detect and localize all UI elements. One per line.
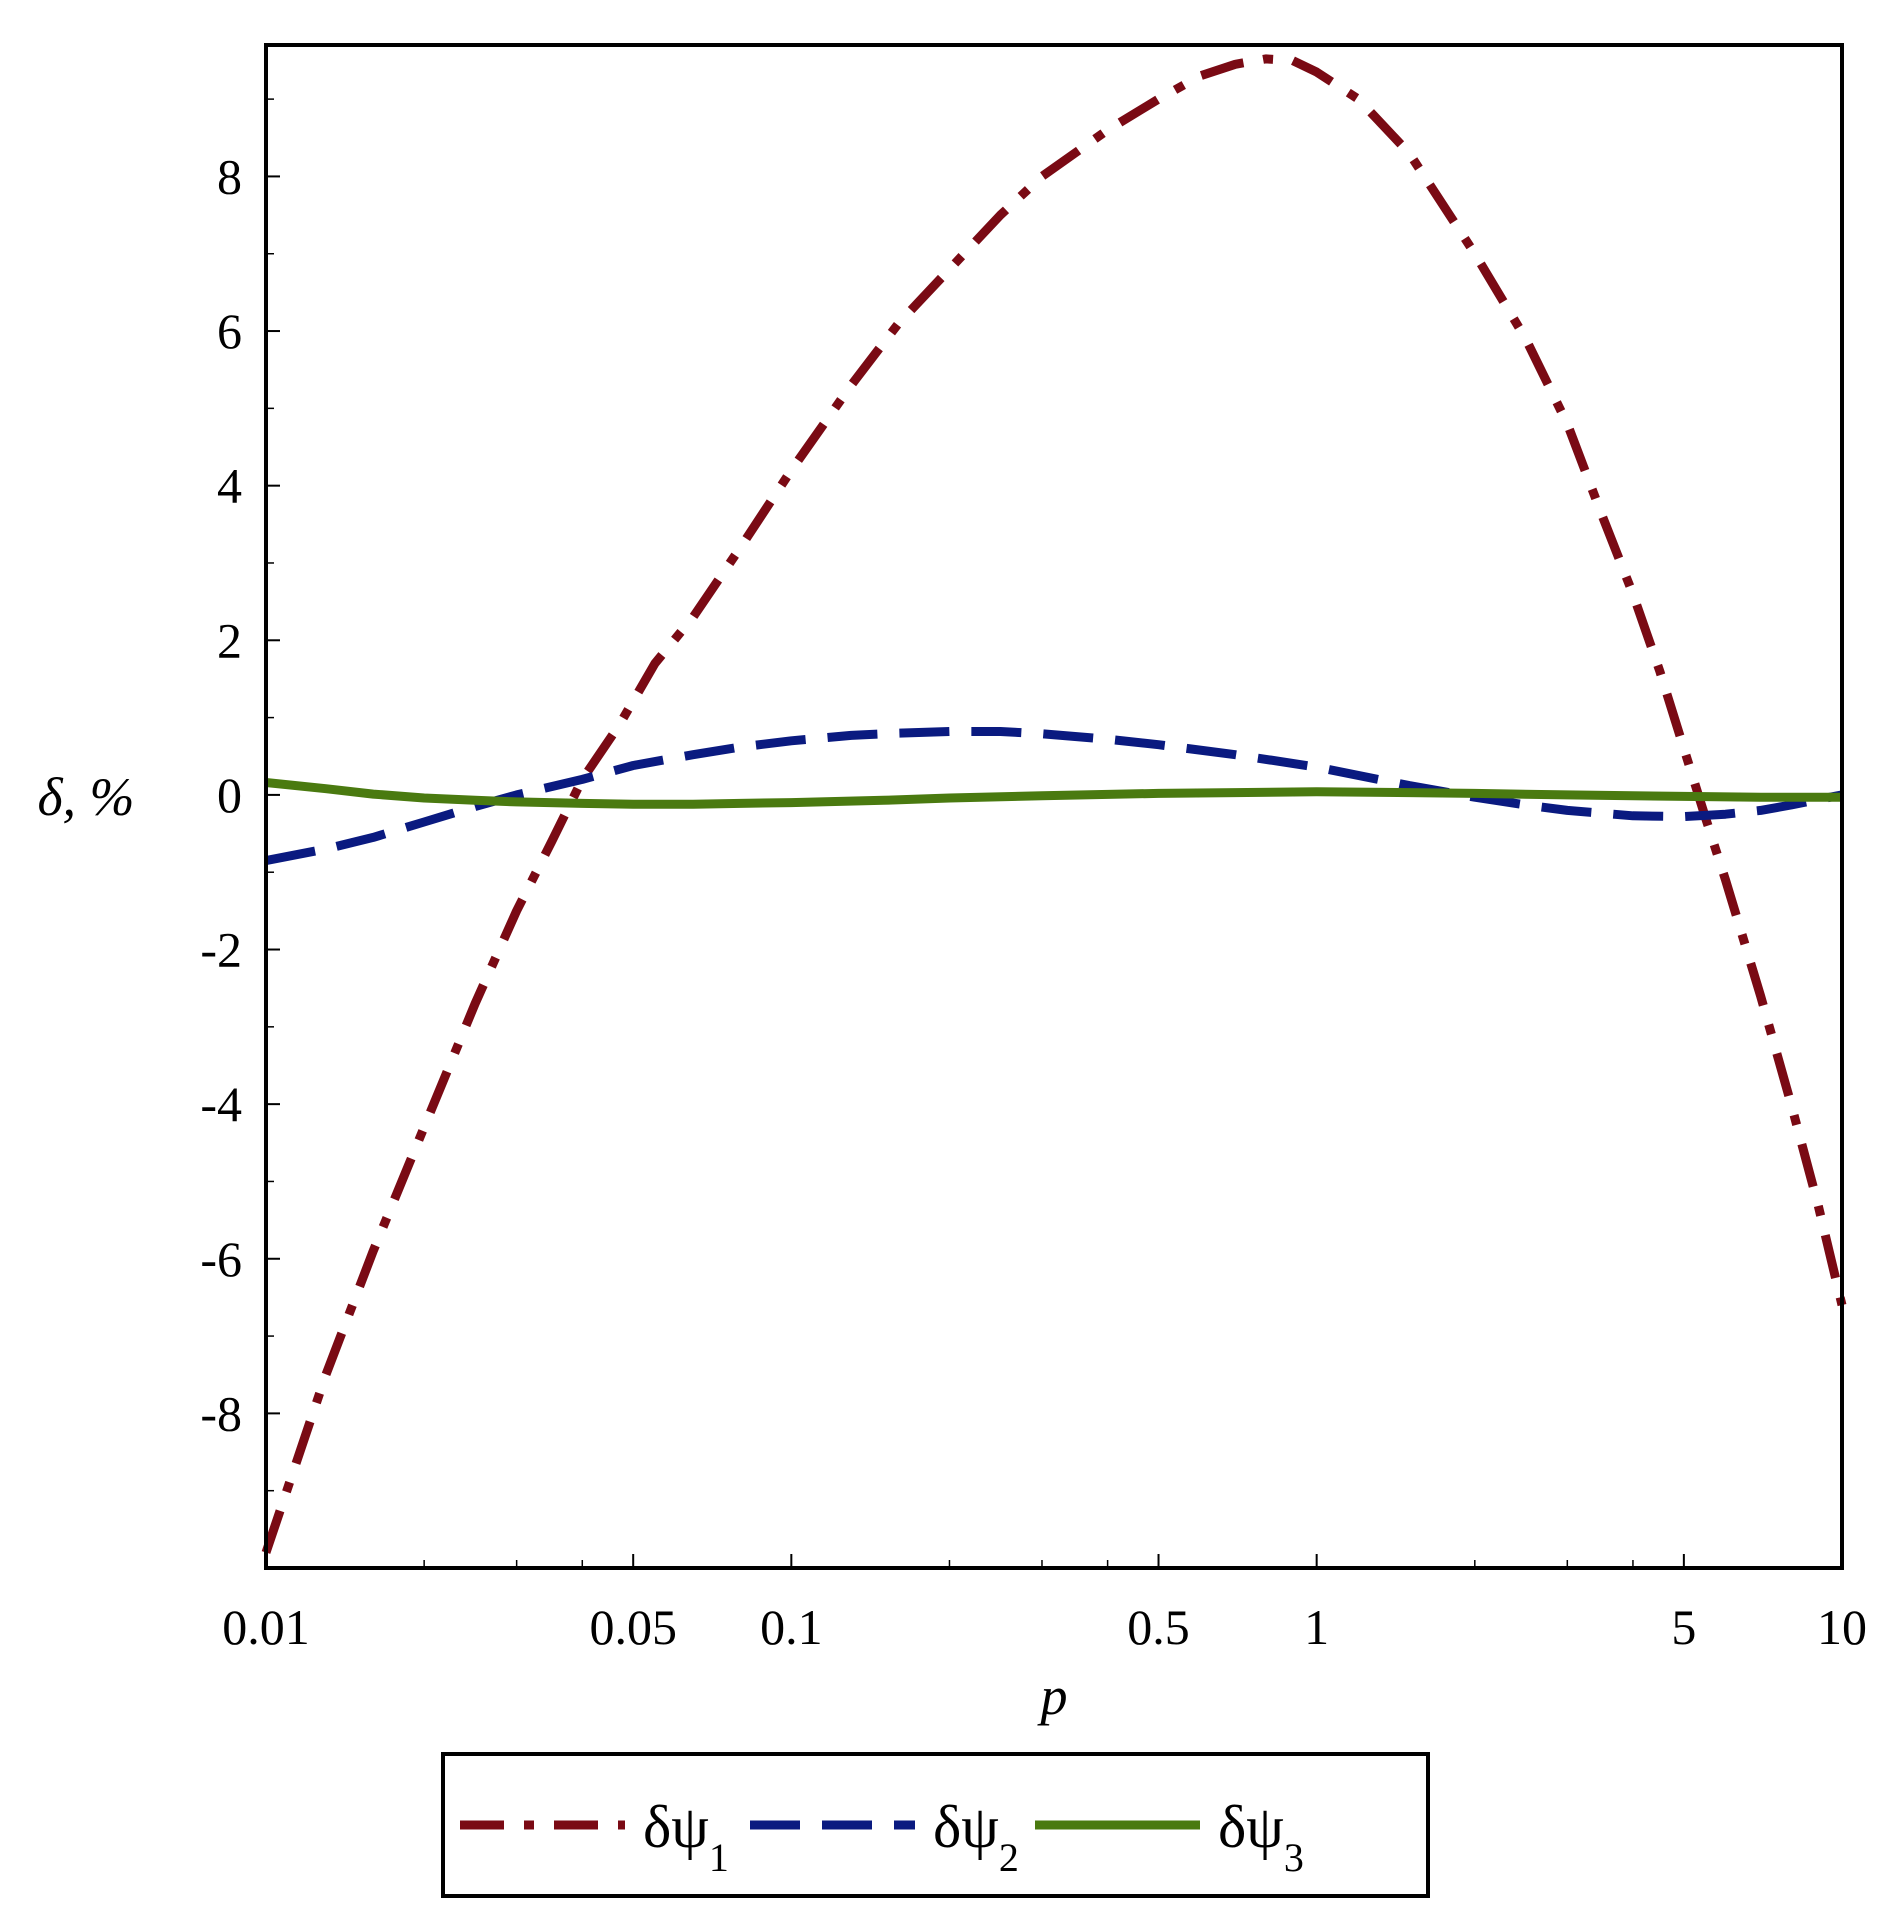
y-tick-label: -2 (200, 922, 242, 978)
y-tick-label: -4 (200, 1076, 242, 1132)
y-axis-label: δ, % (37, 767, 134, 827)
x-tick-label: 1 (1304, 1599, 1329, 1655)
legend-label-1: δψ1 (643, 1794, 729, 1880)
series-line-1 (261, 54, 1847, 1554)
x-tick-label: 5 (1671, 1599, 1696, 1655)
y-tick-label: 4 (217, 458, 242, 514)
y-tick-label: -6 (200, 1231, 242, 1287)
y-tick-label: 0 (217, 767, 242, 823)
legend-label-subscript: 3 (1284, 1835, 1304, 1880)
legend-label-2: δψ2 (933, 1794, 1019, 1880)
legend-label-name: δψ (933, 1794, 999, 1860)
y-tick-label: 6 (217, 303, 242, 359)
series-line-3 (265, 778, 1842, 809)
y-tick-label: 8 (217, 148, 242, 204)
x-tick-label: 0.1 (760, 1599, 823, 1655)
legend-label-name: δψ (643, 1794, 709, 1860)
y-tick-label: 2 (217, 612, 242, 668)
y-tick-label: -8 (200, 1385, 242, 1441)
legend-label-name: δψ (1218, 1794, 1284, 1860)
x-tick-label: 10 (1817, 1599, 1867, 1655)
x-tick-label: 0.05 (589, 1599, 677, 1655)
plot-frame (264, 43, 1844, 1570)
y-tick-group: 8 6 4 2 0 -2 -4 -6 -8 (200, 148, 280, 1441)
legend-frame (441, 1752, 1430, 1898)
series-line-2 (265, 727, 1843, 866)
series-layer (261, 54, 1847, 1554)
legend-label-subscript: 1 (709, 1835, 729, 1880)
x-tick-label: 0.01 (222, 1599, 310, 1655)
x-axis-label: p (1037, 1666, 1068, 1726)
x-tick-label: 0.5 (1127, 1599, 1190, 1655)
legend-label-3: δψ3 (1218, 1794, 1304, 1880)
legend: δψ1 δψ2 δψ3 (441, 1752, 1430, 1898)
legend-label-subscript: 2 (999, 1835, 1019, 1880)
